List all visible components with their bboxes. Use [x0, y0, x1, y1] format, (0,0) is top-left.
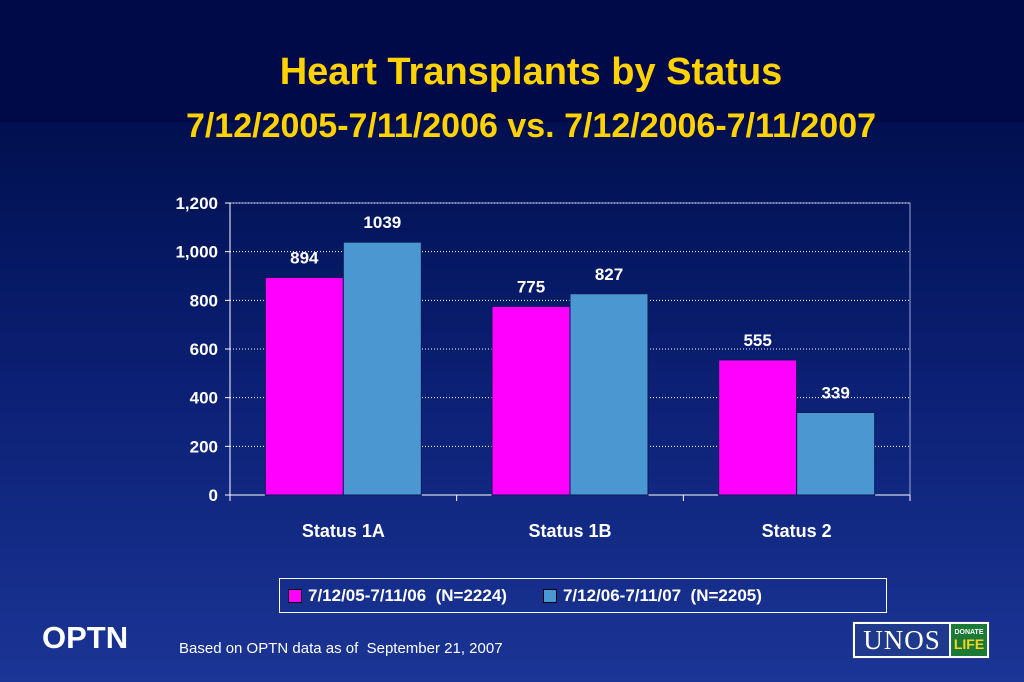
y-tick-label: 800	[190, 291, 218, 310]
legend-label-series-2: 7/12/06-7/11/07 (N=2205)	[562, 585, 762, 605]
legend-swatch-series-2	[542, 588, 557, 603]
legend-label-series-1: 7/12/05-7/11/06 (N=2224)	[308, 585, 507, 605]
legend-item-series-2: 7/12/06-7/11/07 (N=2205)	[542, 585, 762, 606]
x-category-label: Status 1A	[302, 521, 385, 541]
slide-title: Heart Transplants by Status	[279, 51, 783, 93]
y-tick-label: 200	[190, 437, 218, 456]
legend-item-series-1: 7/12/05-7/11/06 (N=2224)	[288, 586, 507, 606]
slide-subtitle: 7/12/2005-7/11/2006 vs. 7/12/2006-7/11/2…	[185, 107, 877, 145]
data-label: 339	[821, 384, 849, 403]
y-tick-label: 1,200	[175, 194, 218, 213]
y-tick-label: 600	[190, 340, 218, 359]
data-label: 1039	[363, 213, 401, 232]
donate-life-badge: DONATE LIFE	[951, 624, 987, 656]
y-tick-label: 0	[209, 486, 218, 505]
unos-logo-text: UNOS	[855, 624, 949, 656]
donate-label: DONATE	[954, 629, 984, 636]
bar-1	[264, 276, 344, 496]
data-label: 775	[517, 277, 545, 296]
legend-swatch-series-1	[288, 588, 302, 603]
unos-logo: UNOS DONATE LIFE	[852, 621, 990, 659]
y-axis-title: Number of Transplants	[122, 257, 143, 464]
data-label: 555	[743, 331, 771, 350]
bar-1	[718, 359, 798, 496]
title-band	[0, 0, 1024, 122]
chart-legend: 7/12/05-7/11/06 (N=2224) 7/12/06-7/11/07…	[279, 578, 887, 613]
bar-1	[491, 305, 571, 496]
y-tick-label: 1,000	[175, 243, 218, 262]
data-label: 827	[595, 265, 623, 284]
data-label: 894	[290, 248, 319, 267]
x-category-label: Status 1B	[528, 521, 611, 541]
bar-2	[569, 293, 649, 496]
bar-2	[342, 241, 422, 496]
bar-2	[796, 412, 876, 496]
optn-label: OPTN	[42, 620, 129, 655]
life-label: LIFE	[953, 636, 985, 652]
data-source-footnote: Based on OPTN data as of September 21, 2…	[179, 640, 503, 657]
y-tick-label: 400	[190, 389, 218, 408]
x-category-label: Status 2	[762, 521, 832, 541]
